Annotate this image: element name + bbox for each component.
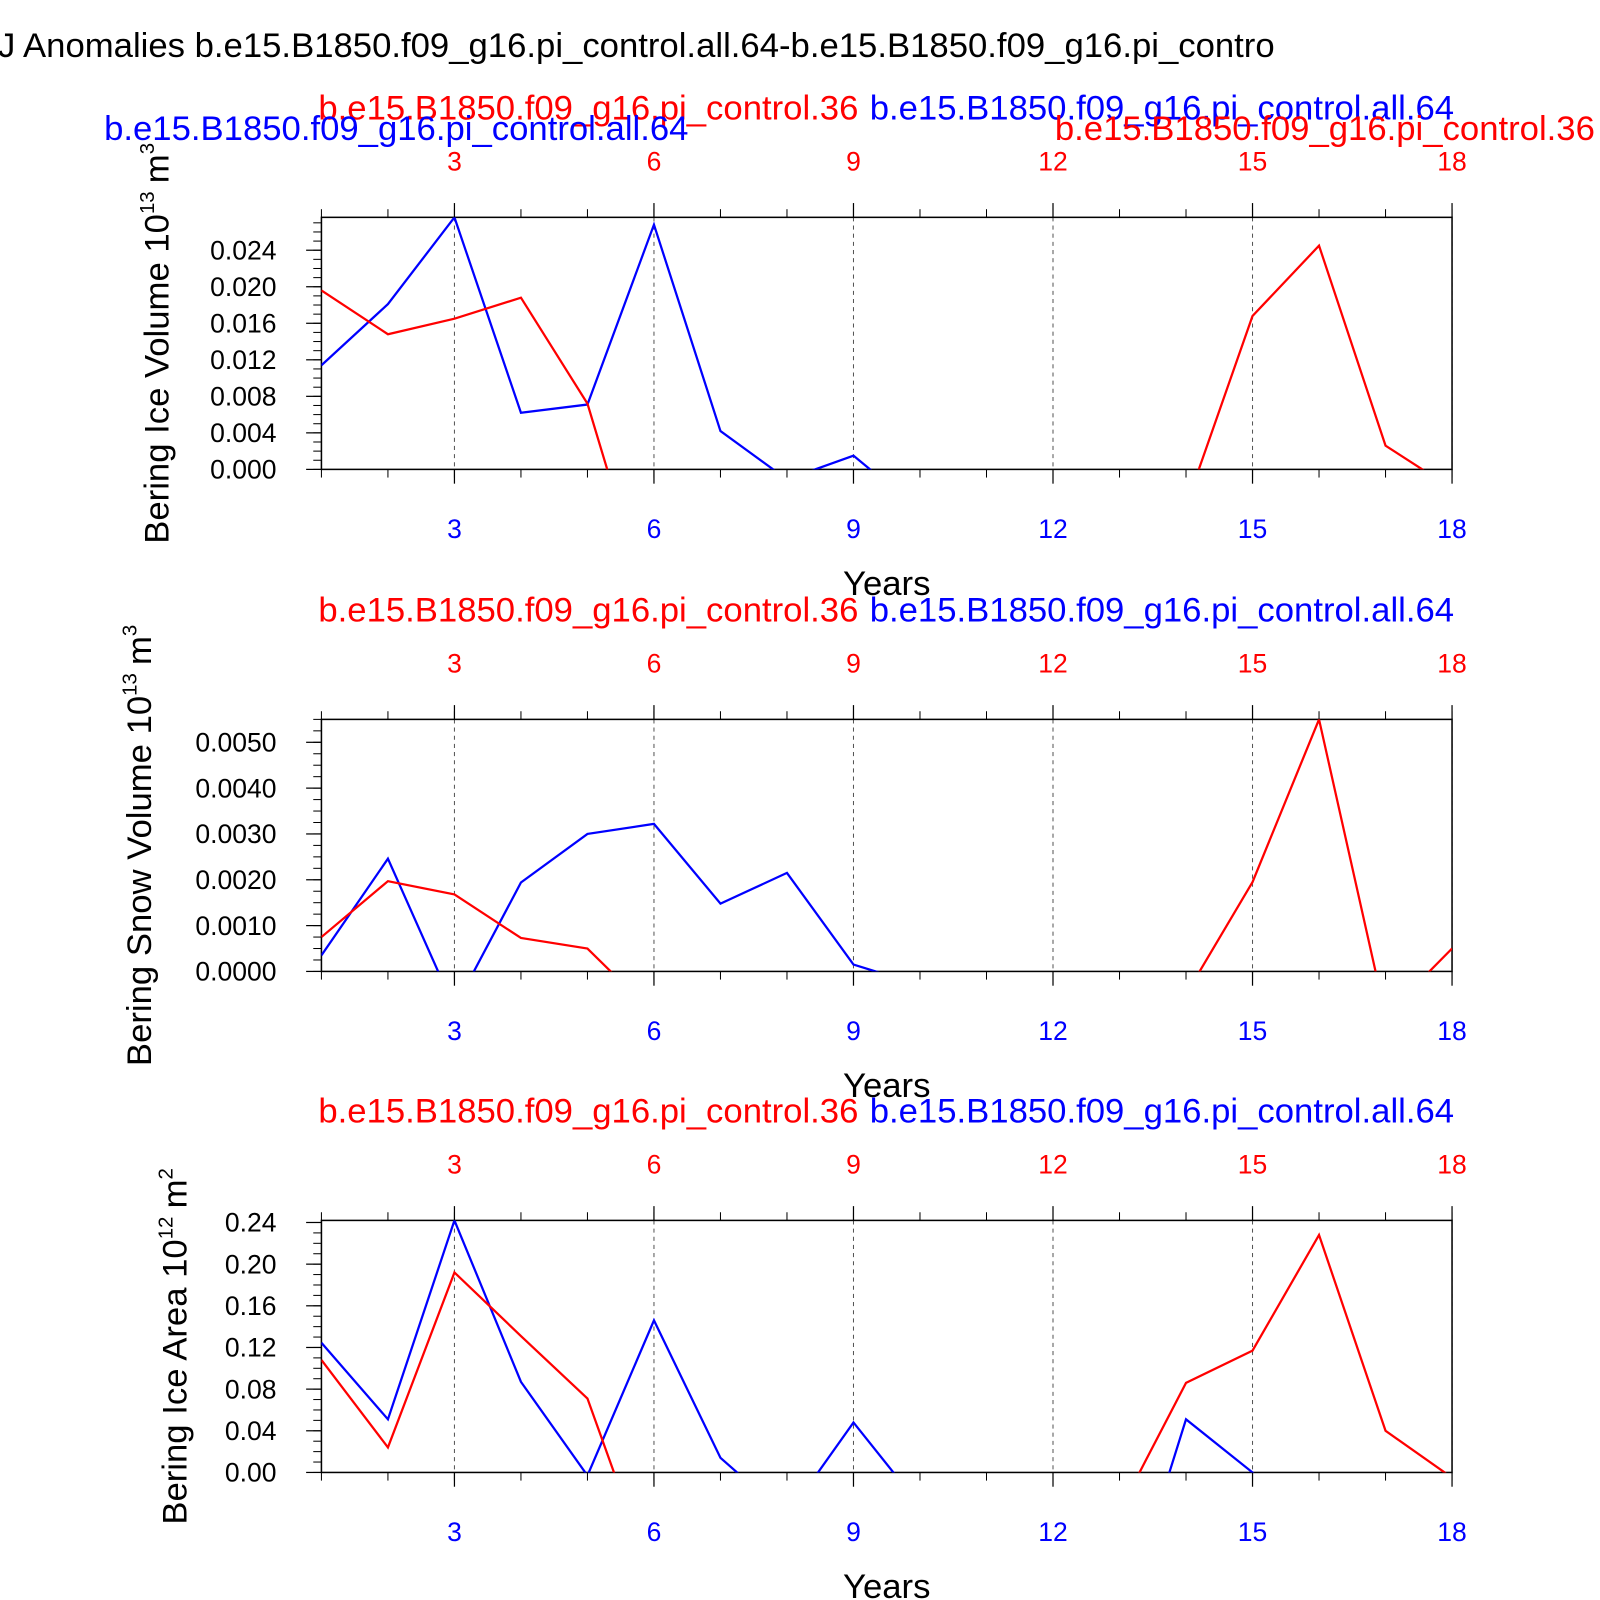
y-axis-title: Bering Ice Area 1012 m2: [155, 1168, 194, 1525]
x-tick-label: 9: [846, 514, 861, 544]
x-tick-label: 3: [447, 514, 462, 544]
y-tick-label: 0.04: [225, 1416, 277, 1446]
y-axis-unit: m: [157, 1180, 195, 1209]
y-tick-label: 0.20: [225, 1249, 277, 1279]
top-x-tick-label: 3: [447, 1149, 462, 1179]
y-tick-label: 0.016: [210, 308, 276, 338]
y-tick-label: 0.0000: [195, 957, 276, 987]
y-axis-unit: m: [138, 154, 176, 183]
series-line: [321, 1220, 1255, 1473]
left-subtitle: b.e15.B1850.f09_g16.pi_control.36: [318, 89, 858, 127]
y-tick-label: 0.0050: [195, 727, 276, 757]
x-tick-label: 18: [1437, 514, 1467, 544]
plot-frame: [320, 1219, 1453, 1474]
top-x-tick-label: 6: [647, 1149, 662, 1179]
top-x-tick-label: 9: [846, 146, 861, 176]
x-tick-label: 15: [1238, 1016, 1268, 1046]
y-tick-label: 0.24: [225, 1208, 277, 1238]
y-axis-title: Bering Ice Volume 1013 m3: [137, 143, 176, 544]
right-subtitle: b.e15.B1850.f09_g16.pi_control.all.64: [870, 1092, 1454, 1130]
top-x-tick-label: 15: [1238, 146, 1268, 176]
x-axis-title: Years: [843, 1568, 930, 1600]
y-tick-label: 0.08: [225, 1374, 277, 1404]
y-tick-label: 0.0030: [195, 819, 276, 849]
y-tick-label: 0.008: [210, 382, 276, 412]
x-tick-label: 3: [447, 1517, 462, 1547]
x-tick-label: 18: [1437, 1517, 1467, 1547]
y-axis-unit-power: 3: [137, 143, 159, 154]
plot-frame: [320, 718, 1453, 973]
y-tick-label: 0.00: [225, 1458, 277, 1488]
y-axis-unit: m: [121, 636, 159, 665]
y-axis-unit-power: 3: [120, 625, 142, 636]
top-x-tick-label: 18: [1437, 1149, 1467, 1179]
y-axis-title-text: Bering Ice Area 10: [157, 1239, 195, 1524]
series-line: [321, 719, 1453, 972]
x-tick-label: 6: [647, 1517, 662, 1547]
y-axis-exponent: 12: [155, 1217, 177, 1240]
y-axis-title-text: Bering Ice Volume 10: [138, 214, 176, 544]
x-tick-label: 15: [1238, 1517, 1268, 1547]
left-subtitle: b.e15.B1850.f09_g16.pi_control.all.64: [104, 110, 688, 148]
y-tick-label: 0.0010: [195, 911, 276, 941]
series-line: [321, 217, 872, 470]
y-tick-label: 0.012: [210, 345, 276, 375]
plot-frame: [320, 216, 1453, 471]
page-title: J Anomalies b.e15.B1850.f09_g16.pi_contr…: [0, 27, 1275, 65]
top-x-tick-label: 9: [846, 1149, 861, 1179]
top-x-tick-label: 9: [846, 648, 861, 678]
series-line: [321, 243, 1425, 470]
y-tick-label: 0.0020: [195, 865, 276, 895]
y-axis-exponent: 13: [120, 673, 142, 696]
x-axis-title: Years: [843, 565, 930, 603]
y-tick-label: 0.004: [210, 418, 276, 448]
y-axis-title: Bering Snow Volume 1013 m3: [120, 625, 159, 1066]
x-tick-label: 12: [1038, 1517, 1068, 1547]
top-x-tick-label: 3: [447, 648, 462, 678]
top-x-tick-label: 3: [447, 146, 462, 176]
panel: 3 3 6 6 9 9 12 12 15 15 18 18 0.0000 0.0010 0.0020 0.00…: [120, 591, 1467, 1105]
top-x-tick-label: 6: [647, 648, 662, 678]
top-x-tick-label: 18: [1437, 648, 1467, 678]
y-axis-unit-power: 2: [155, 1168, 177, 1179]
x-tick-label: 18: [1437, 1016, 1467, 1046]
x-tick-label: 6: [647, 514, 662, 544]
right-subtitle: b.e15.B1850.f09_g16.pi_control.36: [1055, 110, 1595, 148]
top-x-tick-label: 12: [1038, 648, 1068, 678]
y-tick-label: 0.024: [210, 235, 276, 265]
left-subtitle: b.e15.B1850.f09_g16.pi_control.36: [318, 591, 858, 629]
y-tick-label: 0.0040: [195, 773, 276, 803]
x-tick-label: 12: [1038, 1016, 1068, 1046]
y-tick-label: 0.16: [225, 1291, 277, 1321]
x-tick-label: 9: [846, 1517, 861, 1547]
top-x-tick-label: 15: [1238, 648, 1268, 678]
top-x-tick-label: 6: [647, 146, 662, 176]
top-x-tick-label: 12: [1038, 146, 1068, 176]
x-tick-label: 3: [447, 1016, 462, 1046]
x-tick-label: 6: [647, 1016, 662, 1046]
x-axis-title: Years: [843, 1067, 930, 1105]
top-x-tick-label: 12: [1038, 1149, 1068, 1179]
top-x-tick-label: 15: [1238, 1149, 1268, 1179]
x-tick-label: 12: [1038, 514, 1068, 544]
y-axis-exponent: 13: [137, 191, 159, 214]
left-subtitle: b.e15.B1850.f09_g16.pi_control.36: [318, 1092, 858, 1130]
y-axis-title-text: Bering Snow Volume 10: [121, 696, 159, 1066]
series-line: [321, 822, 880, 972]
y-tick-label: 0.000: [210, 455, 276, 485]
right-subtitle: b.e15.B1850.f09_g16.pi_control.all.64: [870, 591, 1454, 629]
series-line: [321, 1232, 1447, 1473]
panel: 3 3 6 6 9 9 12 12 15 15 18 18 0.000 0.004 0.008 0.012 0.…: [104, 89, 1595, 603]
y-tick-label: 0.12: [225, 1333, 277, 1363]
top-x-tick-label: 18: [1437, 146, 1467, 176]
x-tick-label: 15: [1238, 514, 1268, 544]
x-tick-label: 9: [846, 1016, 861, 1046]
y-tick-label: 0.020: [210, 272, 276, 302]
right-subtitle: b.e15.B1850.f09_g16.pi_control.all.64: [870, 89, 1454, 127]
panel: 3 3 6 6 9 9 12 12 15 15 18 18 0.00 0.04 0.08 0.12 0.16 0.…: [155, 1092, 1466, 1600]
